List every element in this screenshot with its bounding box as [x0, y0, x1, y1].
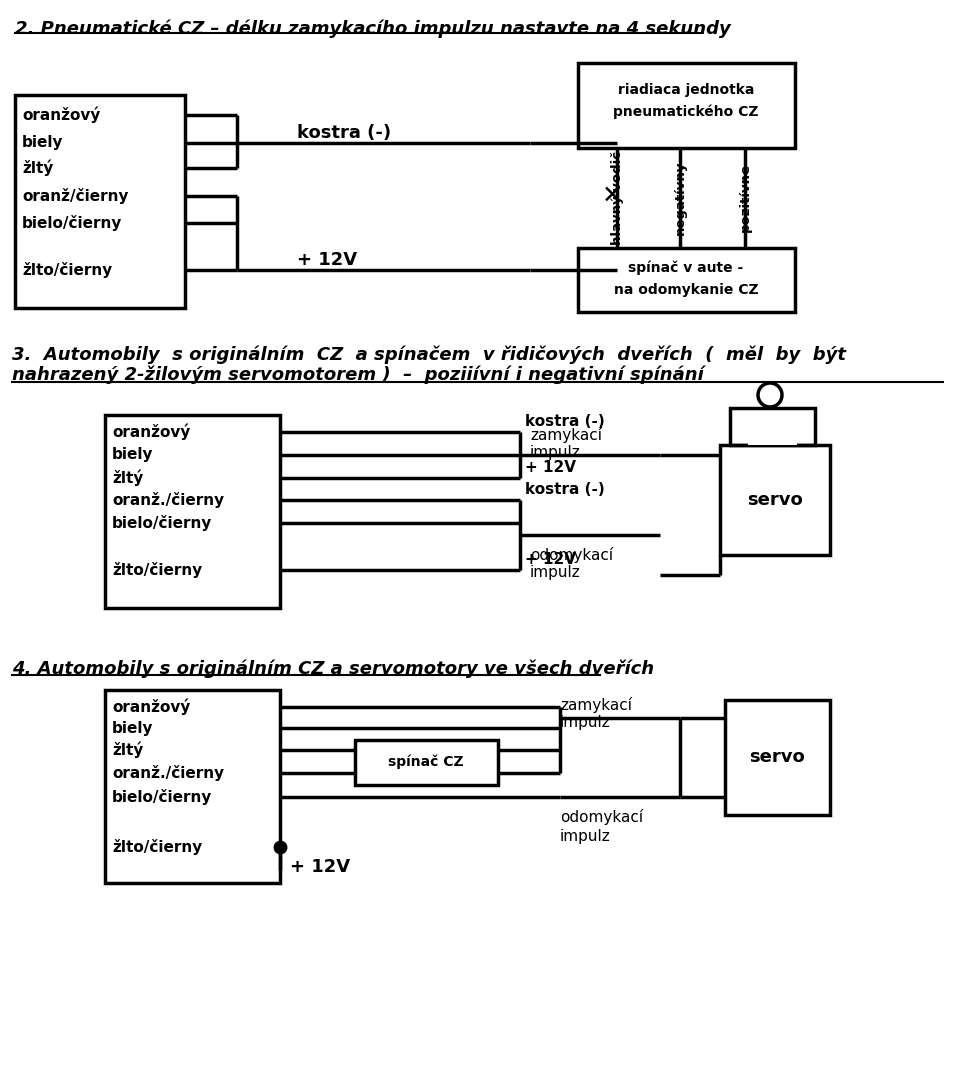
Text: biely: biely — [112, 721, 154, 736]
Text: na odomykanie CZ: na odomykanie CZ — [613, 283, 758, 297]
Text: pneumatického CZ: pneumatického CZ — [613, 104, 758, 120]
Text: bielo/čierny: bielo/čierny — [22, 215, 122, 232]
Text: riadiaca jednotka: riadiaca jednotka — [618, 83, 755, 97]
Text: žltý: žltý — [112, 470, 143, 486]
Bar — [748, 415, 797, 445]
Bar — [355, 740, 498, 785]
Text: odomykací: odomykací — [560, 809, 643, 825]
Bar — [720, 445, 830, 555]
Text: bielo/čierny: bielo/čierny — [112, 515, 212, 532]
Text: impulz: impulz — [560, 828, 611, 844]
Text: spínač v aute -: spínač v aute - — [629, 261, 744, 275]
Text: biely: biely — [112, 448, 154, 462]
Bar — [725, 700, 830, 815]
Bar — [578, 63, 795, 148]
Text: bielo/čierny: bielo/čierny — [112, 789, 212, 805]
Text: oranžový: oranžový — [112, 424, 190, 440]
Text: servo: servo — [747, 491, 803, 509]
Text: odomykací: odomykací — [530, 547, 613, 563]
Text: žlto/čierny: žlto/čierny — [112, 839, 203, 855]
Text: oranž./čierny: oranž./čierny — [112, 492, 224, 508]
Text: žltý: žltý — [22, 160, 54, 176]
Text: žlto/čierny: žlto/čierny — [22, 262, 112, 278]
Bar — [105, 690, 280, 883]
Text: oranž/čierny: oranž/čierny — [22, 188, 129, 204]
Text: 4. Automobily s originálním CZ a servomotory ve všech dveřích: 4. Automobily s originálním CZ a servomo… — [12, 660, 654, 678]
Text: + 12V: + 12V — [525, 552, 576, 567]
Text: oranž./čierny: oranž./čierny — [112, 765, 224, 780]
Bar — [578, 248, 795, 312]
Text: kostra (-): kostra (-) — [525, 414, 605, 429]
Text: kostra (-): kostra (-) — [297, 124, 391, 142]
Bar — [15, 95, 185, 308]
Text: spínač CZ: spínač CZ — [388, 754, 464, 770]
Text: ✕: ✕ — [602, 184, 622, 208]
Text: pozitívne: pozitívne — [738, 163, 752, 233]
Text: + 12V: + 12V — [290, 858, 350, 876]
Text: + 12V: + 12V — [525, 461, 576, 475]
Bar — [730, 408, 815, 445]
Text: nahrazený 2-žilovým servomotorem )  –  poziiívní i negativní spínání: nahrazený 2-žilovým servomotorem ) – poz… — [12, 366, 704, 385]
Bar — [105, 415, 280, 608]
Text: kostra (-): kostra (-) — [525, 483, 605, 498]
Text: impulz: impulz — [530, 565, 581, 580]
Text: impulz: impulz — [560, 715, 611, 730]
Text: zamykací: zamykací — [560, 697, 632, 713]
Text: oranžový: oranžový — [22, 107, 101, 123]
Text: servo: servo — [749, 748, 804, 766]
Text: žltý: žltý — [112, 741, 143, 759]
Text: 3.  Automobily  s originálním  CZ  a spínačem  v řidičových  dveřích  (  měl  by: 3. Automobily s originálním CZ a spínače… — [12, 346, 846, 364]
Text: impulz: impulz — [530, 446, 581, 461]
Text: žlto/čierny: žlto/čierny — [112, 562, 203, 578]
Text: oranžový: oranžový — [112, 699, 190, 715]
Text: biely: biely — [22, 136, 63, 150]
Text: zamykací: zamykací — [530, 427, 602, 443]
Text: hlavný vodič: hlavný vodič — [611, 151, 623, 245]
Text: + 12V: + 12V — [297, 251, 357, 268]
Text: 2. Pneumatické CZ – délku zamykacího impulzu nastavte na 4 sekundy: 2. Pneumatické CZ – délku zamykacího imp… — [15, 20, 731, 38]
Text: negatívny: negatívny — [674, 161, 686, 235]
